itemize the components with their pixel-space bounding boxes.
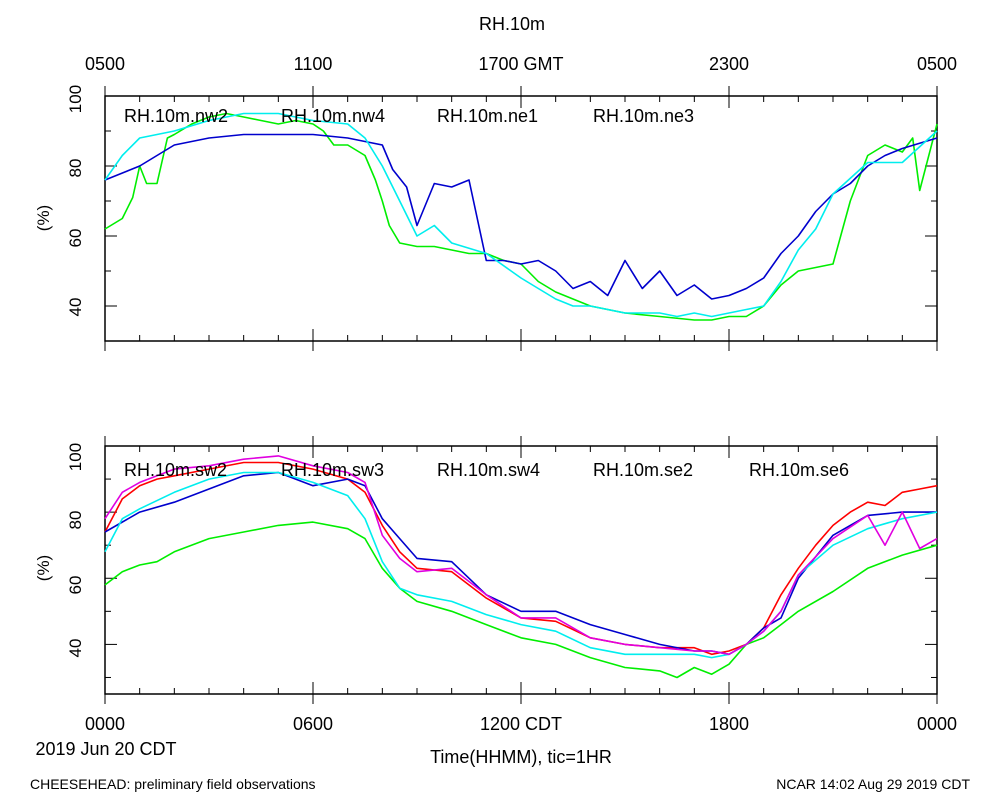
upper-y-axis-label: (%) <box>34 205 53 231</box>
legend-entry-nw4: RH.10m.nw4 <box>281 106 385 126</box>
y-tick-label: 40 <box>66 298 85 317</box>
series-line-rh-10m-nw4 <box>104 112 938 321</box>
upper-plot-frame <box>104 95 938 342</box>
upper-y-tick-labels: 40 60 80 100 <box>66 85 85 317</box>
upper-ticks <box>104 86 938 351</box>
top-tick-label: 0500 <box>85 54 125 74</box>
lower-plot-frame <box>104 445 938 695</box>
lower-legend: RH.10m.sw2 RH.10m.sw3 RH.10m.sw4 RH.10m.… <box>124 460 849 480</box>
top-tick-label: 0500 <box>917 54 957 74</box>
lower-y-tick-labels: 40 60 80 100 <box>66 443 85 658</box>
bottom-tick-label: 1200 CDT <box>480 714 562 734</box>
legend-entry-ne3: RH.10m.ne3 <box>593 106 694 126</box>
y-tick-label: 80 <box>66 159 85 178</box>
series-line-rh-10m-se2 <box>104 471 938 659</box>
legend-entry-sw4: RH.10m.sw4 <box>437 460 540 480</box>
lower-y-axis-label: (%) <box>34 555 53 581</box>
series-line-rh-10m-ne1 <box>104 133 938 300</box>
series-line-rh-10m-sw2 <box>104 461 938 656</box>
series-line-rh-10m-ne3 <box>104 112 938 318</box>
y-tick-label: 60 <box>66 576 85 595</box>
y-tick-label: 80 <box>66 511 85 530</box>
bottom-tick-label: 1800 <box>709 714 749 734</box>
legend-entry-se2: RH.10m.se2 <box>593 460 693 480</box>
bottom-tick-label: 0000 <box>85 714 125 734</box>
footer-right: NCAR 14:02 Aug 29 2019 CDT <box>776 776 970 792</box>
bottom-axis-labels: 0000 0600 1200 CDT 1800 0000 <box>85 714 957 734</box>
series-line-rh-10m-sw3 <box>104 521 938 679</box>
legend-entry-sw3: RH.10m.sw3 <box>281 460 384 480</box>
legend-entry-nw2: RH.10m.nw2 <box>124 106 228 126</box>
top-tick-label: 2300 <box>709 54 749 74</box>
y-tick-label: 100 <box>66 443 85 471</box>
bottom-tick-label: 0600 <box>293 714 333 734</box>
upper-legend: RH.10m.nw2 RH.10m.nw4 RH.10m.ne1 RH.10m.… <box>124 106 694 126</box>
legend-entry-ne1: RH.10m.ne1 <box>437 106 538 126</box>
lower-panel: RH.10m.sw2 RH.10m.sw3 RH.10m.sw4 RH.10m.… <box>34 436 938 704</box>
date-label: 2019 Jun 20 CDT <box>35 739 176 759</box>
y-tick-label: 100 <box>66 85 85 113</box>
series-line-rh-10m-se6 <box>104 455 938 656</box>
legend-entry-se6: RH.10m.se6 <box>749 460 849 480</box>
bottom-tick-label: 0000 <box>917 714 957 734</box>
top-axis-labels: 0500 1100 1700 GMT 2300 0500 <box>85 54 957 74</box>
x-axis-label: Time(HHMM), tic=1HR <box>430 747 612 767</box>
lower-series-lines <box>104 455 938 679</box>
y-tick-label: 60 <box>66 229 85 248</box>
y-tick-label: 40 <box>66 639 85 658</box>
upper-series-lines <box>104 112 938 321</box>
upper-panel: RH.10m.nw2 RH.10m.nw4 RH.10m.ne1 RH.10m.… <box>34 85 938 351</box>
top-tick-label: 1100 <box>294 54 333 74</box>
legend-entry-sw2: RH.10m.sw2 <box>124 460 227 480</box>
figure-title: RH.10m <box>479 14 545 34</box>
top-tick-label: 1700 GMT <box>478 54 563 74</box>
footer-left: CHEESEHEAD: preliminary field observatio… <box>30 776 316 792</box>
